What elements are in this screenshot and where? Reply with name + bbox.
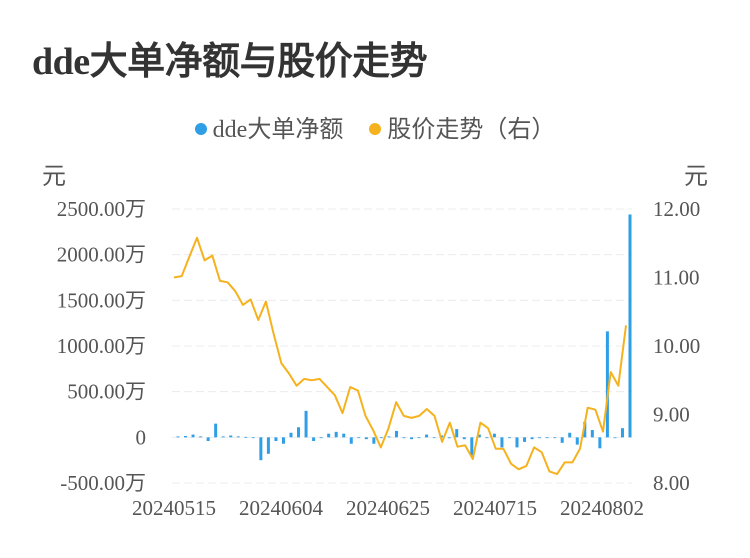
- bar: [440, 435, 444, 438]
- bar: [500, 437, 504, 448]
- bar: [191, 434, 195, 438]
- legend-label-dde: dde大单净额: [212, 117, 344, 143]
- bar: [590, 430, 594, 438]
- bar: [327, 433, 331, 438]
- bar: [447, 437, 451, 439]
- y-right-axis: 12.00 11.00 10.00 9.00 8.00: [653, 197, 700, 495]
- legend-label-price: 股价走势（右）: [387, 117, 556, 143]
- y-left-axis: 2500.00万 2000.00万 1500.00万 1000.00万 500.00万 0…: [57, 197, 146, 495]
- bar: [523, 437, 527, 442]
- x-tick-label: 20240515: [132, 496, 216, 520]
- bar: [583, 421, 587, 438]
- y-right-tick-label: 11.00: [653, 266, 699, 290]
- bar: [372, 437, 376, 444]
- bar: [236, 436, 240, 438]
- y-left-tick-label: 0: [136, 425, 147, 449]
- bar: [364, 437, 368, 440]
- bar: [477, 434, 481, 438]
- x-tick-label: 20240604: [239, 496, 324, 520]
- bar: [417, 437, 421, 439]
- bar: [342, 433, 346, 438]
- bar: [613, 437, 617, 439]
- bar: [485, 437, 489, 439]
- bar: [289, 432, 293, 438]
- chart-title: dde大单净额与股价走势: [32, 41, 428, 83]
- legend-item-dde[interactable]: dde大单净额: [194, 109, 344, 144]
- bar: [251, 437, 255, 439]
- x-tick-label: 20240715: [453, 496, 537, 520]
- y-left-tick-label: 1500.00万: [57, 288, 146, 312]
- bar: [229, 435, 233, 438]
- y-left-unit-label: 元: [42, 164, 66, 190]
- bar: [304, 410, 308, 438]
- bar: [402, 437, 406, 439]
- bar-series: [176, 214, 632, 461]
- bar: [297, 427, 301, 438]
- bar: [387, 436, 391, 438]
- bar: [274, 437, 278, 441]
- bar: [455, 429, 459, 438]
- bar: [357, 437, 361, 439]
- bar: [598, 437, 602, 449]
- bar: [605, 331, 609, 438]
- legend-marker-dde: [194, 123, 207, 136]
- bar: [425, 434, 429, 438]
- y-right-tick-label: 9.00: [653, 403, 690, 427]
- bar: [410, 437, 414, 440]
- bar: [199, 436, 203, 438]
- bar: [312, 437, 316, 441]
- bar: [379, 437, 383, 439]
- bar: [492, 433, 496, 438]
- y-left-tick-label: -500.00万: [60, 471, 146, 495]
- y-right-unit-label: 元: [684, 164, 708, 190]
- bar: [432, 437, 436, 439]
- legend: dde大单净额 股价走势（右）: [0, 109, 750, 144]
- bar: [568, 432, 572, 438]
- bar: [538, 437, 542, 439]
- bar: [319, 437, 323, 439]
- bar: [530, 437, 534, 440]
- y-left-tick-label: 2000.00万: [57, 243, 146, 267]
- bar: [470, 437, 474, 456]
- x-tick-label: 20240802: [560, 496, 644, 520]
- bar: [214, 423, 218, 438]
- bar: [259, 437, 263, 461]
- x-tick-label: 20240625: [346, 496, 430, 520]
- y-right-tick-label: 12.00: [653, 197, 700, 221]
- price-line: [173, 236, 627, 476]
- bar: [184, 435, 188, 438]
- bar: [394, 430, 398, 438]
- bar: [515, 437, 519, 448]
- bar: [620, 428, 624, 438]
- bar: [462, 437, 466, 440]
- y-right-tick-label: 8.00: [653, 471, 690, 495]
- bar: [545, 437, 549, 439]
- y-left-tick-label: 2500.00万: [57, 197, 146, 221]
- bar: [206, 437, 210, 441]
- gridlines: [172, 208, 632, 484]
- y-right-tick-label: 10.00: [653, 334, 700, 358]
- bar: [266, 437, 270, 454]
- y-left-tick-label: 500.00万: [67, 380, 146, 404]
- bar: [560, 437, 564, 443]
- legend-marker-price: [369, 123, 382, 136]
- y-left-tick-label: 1000.00万: [57, 334, 146, 358]
- bar: [575, 437, 579, 445]
- x-axis: 20240515 20240604 20240625 20240715 20240802: [132, 496, 644, 520]
- bar: [221, 436, 225, 438]
- bar: [176, 436, 180, 438]
- bar: [628, 214, 632, 438]
- bar: [244, 436, 248, 438]
- bar: [553, 437, 557, 439]
- legend-item-price[interactable]: 股价走势（右）: [369, 109, 555, 144]
- bar: [281, 437, 285, 444]
- bar: [507, 437, 511, 439]
- line-series: [173, 236, 627, 476]
- bar: [349, 437, 353, 444]
- bar: [334, 431, 338, 438]
